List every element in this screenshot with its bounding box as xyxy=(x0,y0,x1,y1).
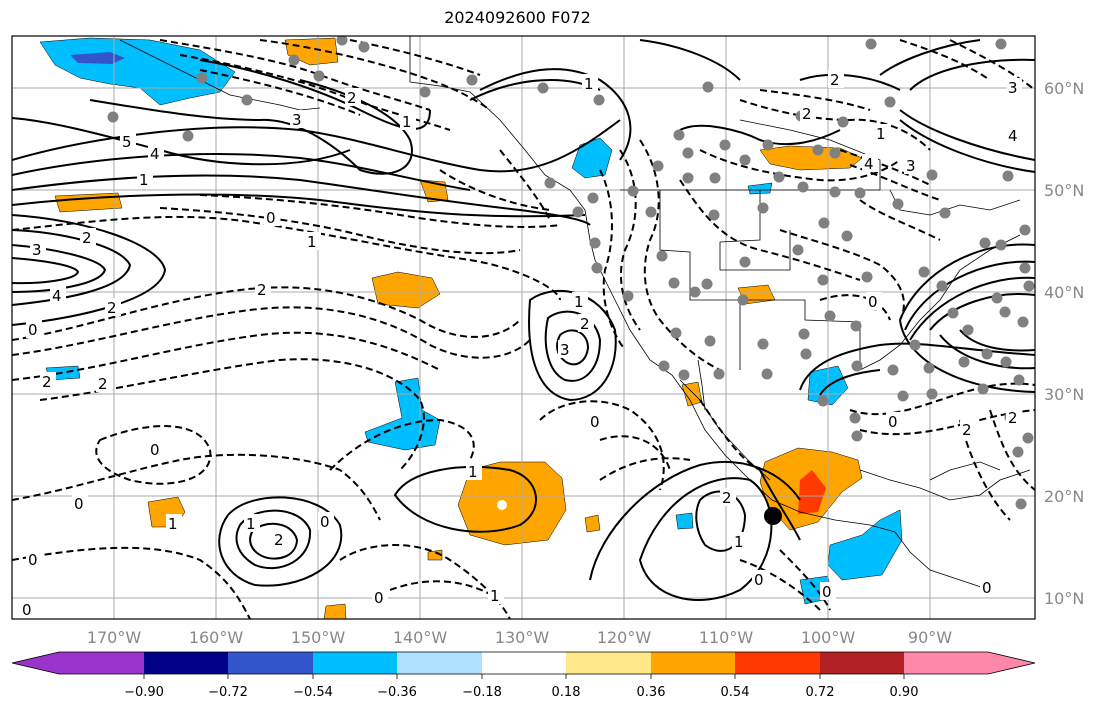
contour-label: 0 xyxy=(374,589,384,607)
contour-label: 2 xyxy=(42,373,52,391)
contour-label: 1 xyxy=(584,75,594,93)
contour-label: 0 xyxy=(320,513,330,531)
lat-label: 30°N xyxy=(1044,385,1084,404)
colorbar-tick: 0.72 xyxy=(806,685,835,700)
map-title: 2024092600 F072 xyxy=(444,8,591,27)
contour-label: 3 xyxy=(560,341,570,359)
contour-label: 4 xyxy=(150,145,160,163)
shade-neg-alaska-core xyxy=(70,52,125,64)
lon-label: 130°W xyxy=(495,628,550,647)
contour-label: 1 xyxy=(139,171,149,189)
colorbar-segment xyxy=(735,652,820,674)
lat-label: 50°N xyxy=(1044,181,1084,200)
contour-label: 0 xyxy=(868,293,878,311)
lon-label: 90°W xyxy=(908,628,952,647)
colorbar-segment xyxy=(12,652,59,674)
colorbar-tick: −0.90 xyxy=(124,685,164,700)
colorbar-segment xyxy=(59,652,144,674)
contour-label: 0 xyxy=(590,413,600,431)
contour-label: 2 xyxy=(722,489,732,507)
contour-label: 0 xyxy=(28,551,38,569)
contour-label: 1 xyxy=(307,233,317,251)
colorbar-segment xyxy=(651,652,735,674)
target-location-marker xyxy=(764,507,782,525)
contour-label: 0 xyxy=(74,495,84,513)
shade-strong-mexico xyxy=(798,470,826,514)
colorbar-segment xyxy=(904,652,988,674)
contour-label: 2 xyxy=(1008,409,1018,427)
colorbar-segment xyxy=(566,652,651,674)
lon-label: 110°W xyxy=(699,628,754,647)
colorbar-tick: 0.36 xyxy=(637,685,666,700)
contour-label: 0 xyxy=(754,571,764,589)
contour-label: 1 xyxy=(734,533,744,551)
lat-label: 60°N xyxy=(1044,79,1084,98)
lat-label: 40°N xyxy=(1044,283,1084,302)
colorbar: −0.90 −0.72 −0.54 −0.36 −0.18 0.18 0.36 … xyxy=(11,651,1036,700)
lon-label: 170°W xyxy=(87,628,142,647)
colorbar-segment xyxy=(988,652,1035,674)
contour-label: 1 xyxy=(490,587,500,605)
colorbar-tick: 0.54 xyxy=(721,685,750,700)
shade-neg-central-america xyxy=(827,509,903,581)
lon-label: 100°W xyxy=(801,628,856,647)
contour-label: 1 xyxy=(876,125,886,143)
lon-label: 140°W xyxy=(393,628,448,647)
colorbar-tick: −0.54 xyxy=(293,685,333,700)
contour-label: 2 xyxy=(580,315,590,333)
lon-label: 120°W xyxy=(597,628,652,647)
latitude-labels: 60°N 50°N 40°N 30°N 20°N 10°N xyxy=(1044,79,1084,608)
lat-label: 20°N xyxy=(1044,487,1084,506)
colorbar-segment xyxy=(820,652,904,674)
contour-label: 2 xyxy=(82,229,92,247)
contour-label: 4 xyxy=(1008,127,1018,145)
map-frame xyxy=(11,35,1036,620)
contour-label: 0 xyxy=(982,579,992,597)
contour-label: 0 xyxy=(888,413,898,431)
contour-label: 2 xyxy=(257,281,267,299)
contour-label: 3 xyxy=(292,111,302,129)
colorbar-segment xyxy=(482,652,566,674)
contour-label: 1 xyxy=(168,515,178,533)
colorbar-tick: 0.90 xyxy=(890,685,919,700)
contour-label: 3 xyxy=(32,241,42,259)
lon-label: 150°W xyxy=(291,628,346,647)
colorbar-segment xyxy=(313,652,397,674)
longitude-labels: 170°W 160°W 150°W 140°W 130°W 120°W 110°… xyxy=(87,628,952,647)
contour-label: 0 xyxy=(22,601,32,619)
contour-label: 1 xyxy=(246,515,256,533)
contour-label: 5 xyxy=(122,133,132,151)
lon-label: 160°W xyxy=(189,628,244,647)
colorbar-tick: −0.72 xyxy=(208,685,248,700)
contour-label: 2 xyxy=(802,105,812,123)
contour-label: 1 xyxy=(402,113,412,131)
colorbar-segment xyxy=(228,652,313,674)
colorbar-segment xyxy=(397,652,482,674)
contour-label: 2 xyxy=(830,71,840,89)
contour-label: 3 xyxy=(906,157,916,175)
contour-label: 4 xyxy=(864,155,874,173)
contour-label: 3 xyxy=(1008,79,1018,97)
contour-label: 2 xyxy=(274,531,284,549)
contour-label: 2 xyxy=(98,375,108,393)
contour-label: 2 xyxy=(107,299,117,317)
colorbar-tick: 0.18 xyxy=(552,685,581,700)
positive-contours xyxy=(12,39,1035,601)
contour-label: 4 xyxy=(52,287,62,305)
colorbar-tick: −0.18 xyxy=(462,685,502,700)
contour-label: 2 xyxy=(347,89,357,107)
lat-label: 10°N xyxy=(1044,589,1084,608)
contour-labels: 5 4 1 3 3 2 4 2 0 0 1 2 1 2 xyxy=(20,70,1022,619)
contour-label: 0 xyxy=(266,209,276,227)
colorbar-segment xyxy=(144,652,228,674)
contour-label: 2 xyxy=(962,421,972,439)
contour-label: 1 xyxy=(574,293,584,311)
colorbar-tick: −0.36 xyxy=(377,685,417,700)
contour-label: 1 xyxy=(468,463,478,481)
contour-label: 0 xyxy=(28,321,38,339)
contour-label: 0 xyxy=(822,583,832,601)
contour-label: 0 xyxy=(150,441,160,459)
